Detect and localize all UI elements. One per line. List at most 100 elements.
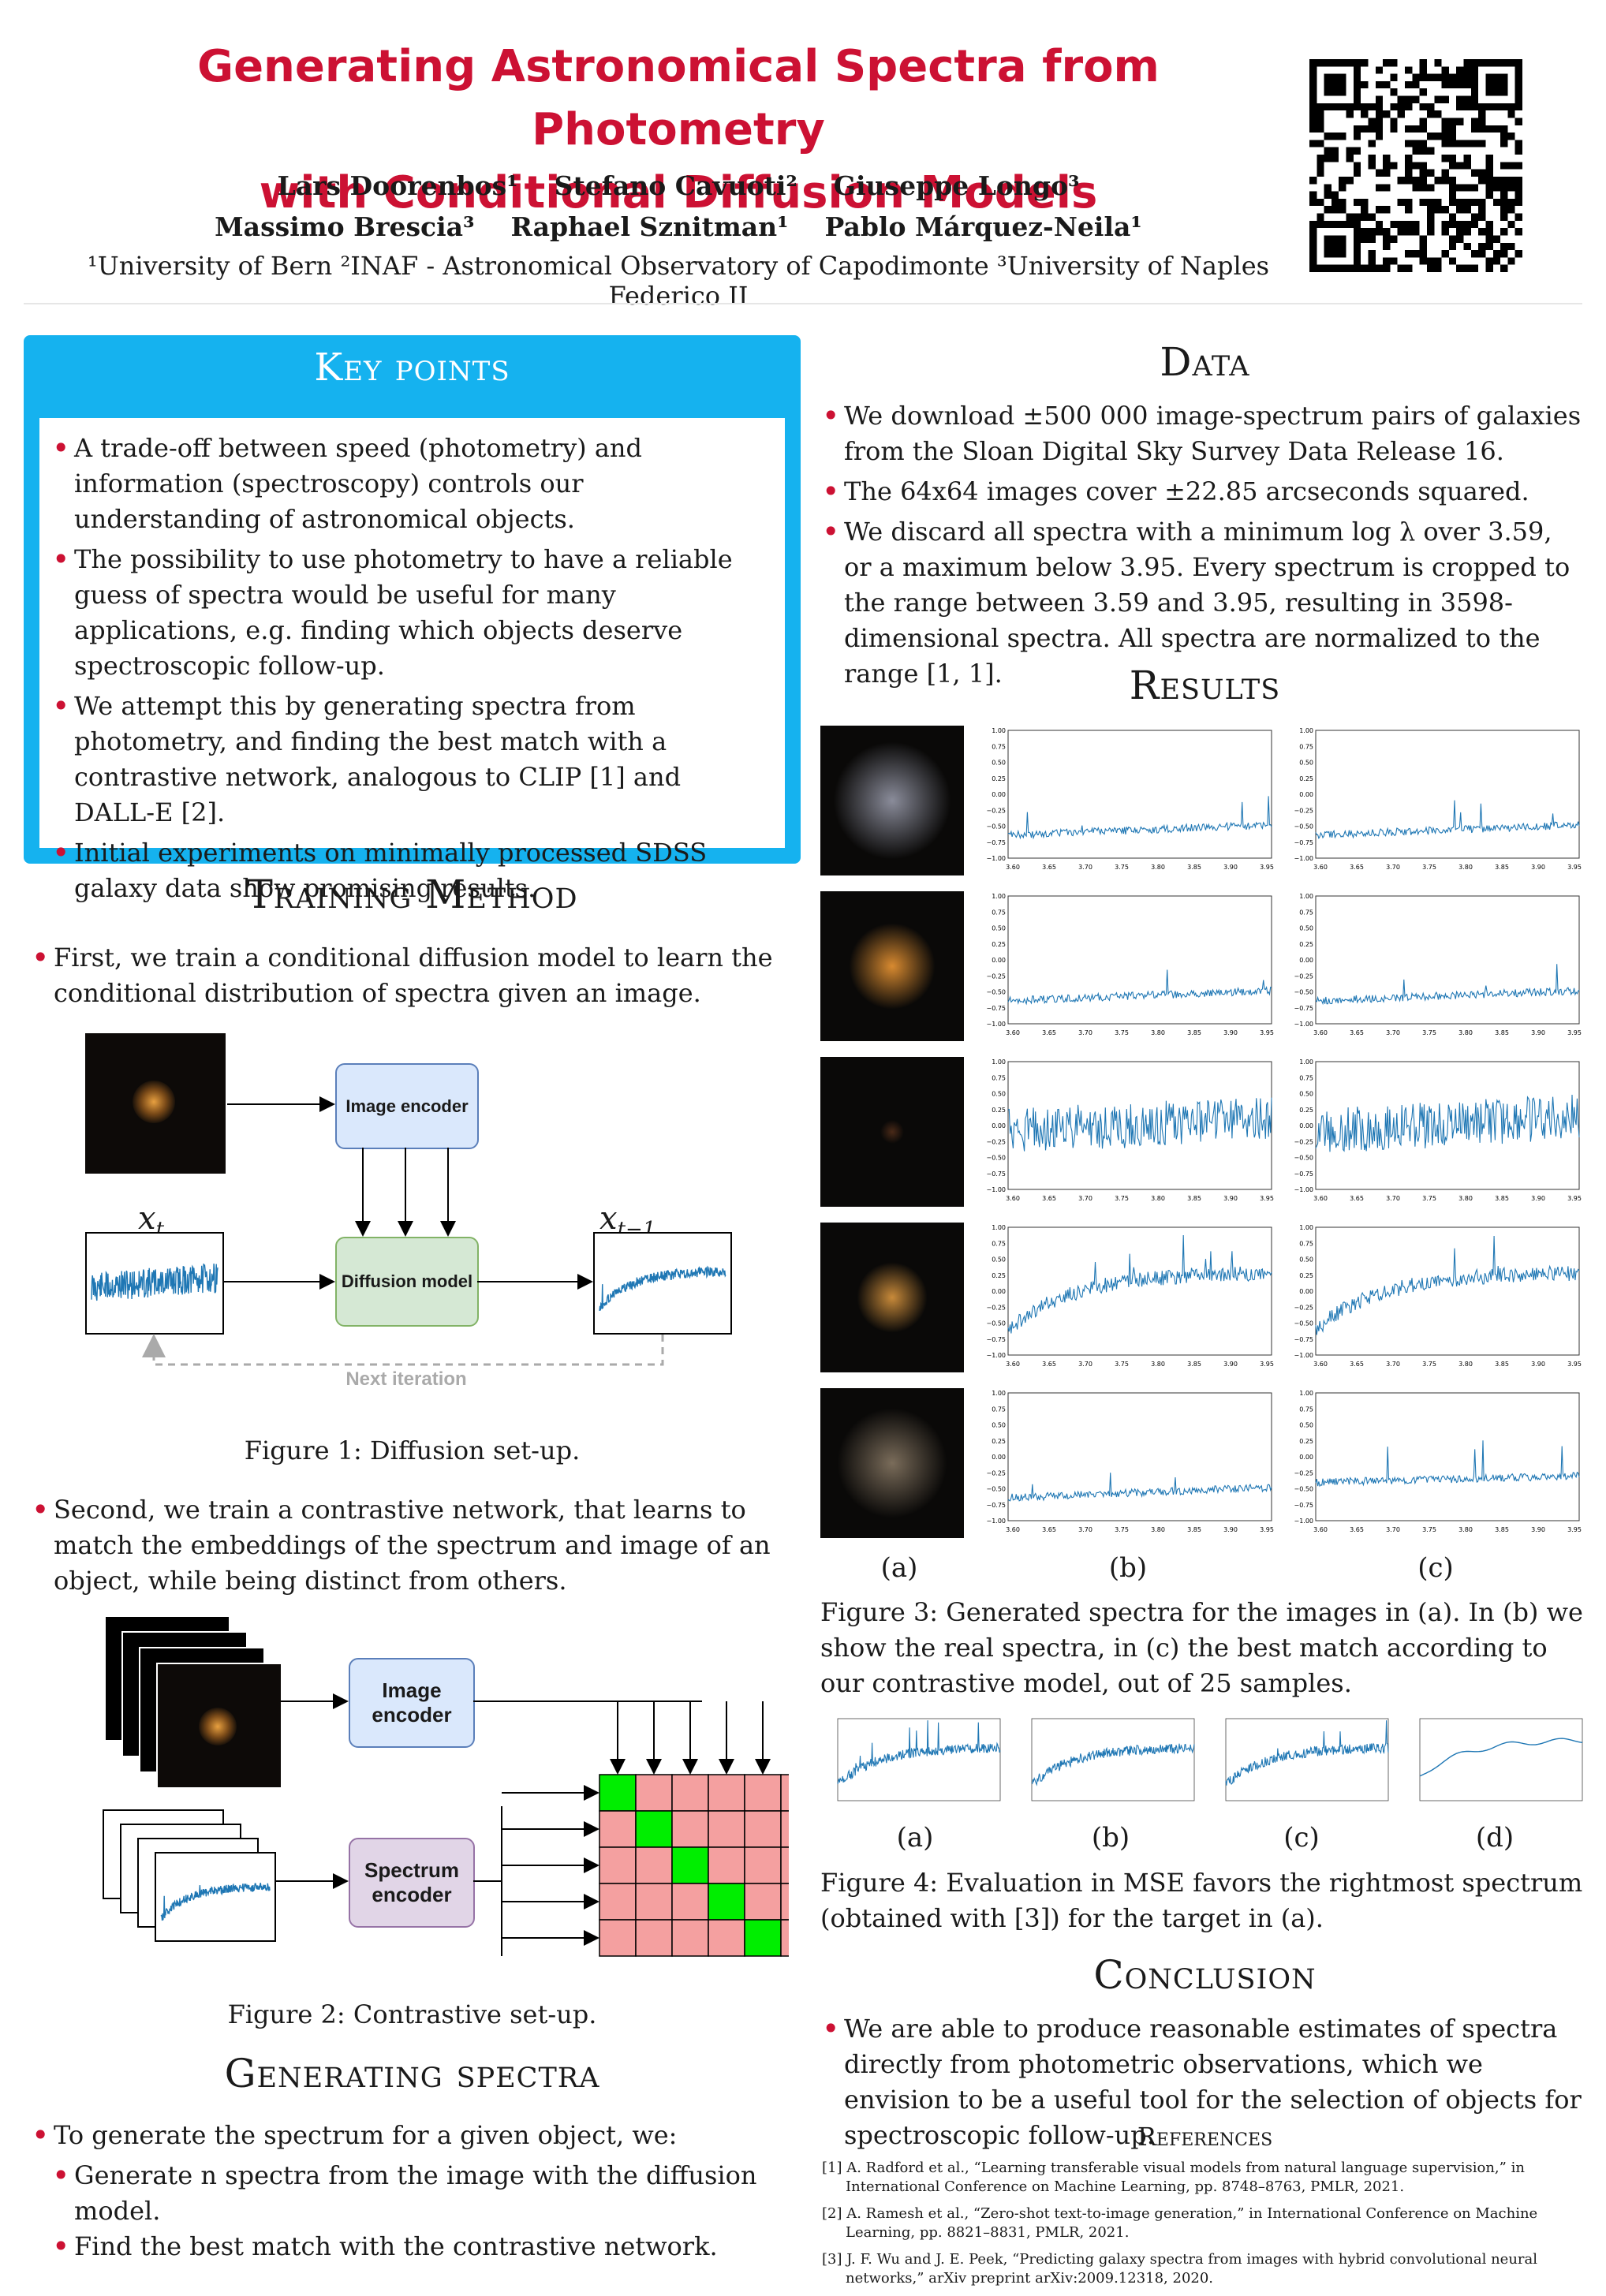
svg-text:3.90: 3.90 (1531, 1361, 1545, 1368)
svg-text:3.85: 3.85 (1187, 864, 1201, 871)
svg-text:3.95: 3.95 (1567, 1195, 1582, 1202)
title-line-1: Generating Astronomical Spectra from Pho… (197, 41, 1160, 155)
svg-text:1.00: 1.00 (1299, 1058, 1313, 1066)
conclusion-item: We are able to produce reasonable estima… (822, 2011, 1585, 2153)
svg-text:3.75: 3.75 (1422, 1029, 1436, 1036)
reference-1[interactable]: [1] A. Radford et al., “Learning transfe… (822, 2160, 1525, 2195)
key-point-4: Initial experiments on minimally process… (52, 835, 768, 906)
qr-code-icon[interactable] (1309, 59, 1522, 272)
training-step-1: First, we train a conditional diffusion … (32, 940, 801, 1011)
image-encoder-box: Image encoder (335, 1063, 479, 1149)
svg-text:3.95: 3.95 (1567, 1029, 1582, 1036)
svg-text:3.70: 3.70 (1078, 1526, 1092, 1533)
reference-2[interactable]: [2] A. Ramesh et al., “Zero-shot text-to… (822, 2205, 1538, 2241)
svg-text:3.80: 3.80 (1458, 1195, 1473, 1202)
svg-text:3.90: 3.90 (1223, 1361, 1238, 1368)
svg-text:−0.50: −0.50 (1294, 1155, 1313, 1162)
svg-text:3.75: 3.75 (1115, 1029, 1129, 1036)
svg-text:−0.75: −0.75 (986, 1170, 1006, 1178)
xt-label: xt (138, 1200, 165, 1241)
fig3-best-match-spectrum-5: 1.00 0.75 0.50 0.25 0.00 −0.25 −0.50 −0.75 −1.00… (1294, 1390, 1581, 1533)
nonmatch-cell (780, 1774, 789, 1812)
svg-text:3.60: 3.60 (1313, 1029, 1328, 1036)
nonmatch-cell (635, 1919, 673, 1957)
fig3-best-match-spectrum-4: 1.00 0.75 0.50 0.25 0.00 −0.25 −0.50 −0.75 −1.00… (1294, 1224, 1581, 1368)
results-title: Results (1129, 663, 1281, 708)
fig3-galaxy-image-3 (820, 1057, 964, 1207)
svg-text:3.80: 3.80 (1151, 864, 1165, 871)
svg-text:−1.00: −1.00 (1294, 1021, 1313, 1028)
svg-text:3.60: 3.60 (1313, 1361, 1328, 1368)
spectrum-xt-minus-1 (593, 1232, 732, 1335)
svg-text:−0.50: −0.50 (1294, 1486, 1313, 1493)
fig4-spectrum-c (1225, 1718, 1389, 1801)
svg-text:3.95: 3.95 (1260, 1361, 1274, 1368)
svg-text:0.00: 0.00 (992, 957, 1006, 964)
fig3-real-spectrum-4: 1.00 0.75 0.50 0.25 0.00 −0.25 −0.50 −0.75 −1.00… (986, 1224, 1274, 1368)
nonmatch-cell (635, 1846, 673, 1884)
svg-text:1.00: 1.00 (992, 1390, 1006, 1397)
svg-text:−1.00: −1.00 (1294, 1352, 1313, 1359)
reference-3[interactable]: [3] J. F. Wu and J. E. Peek, “Predicting… (822, 2251, 1538, 2287)
figure-1-diffusion-setup: Image encoder Diffusion model xt xt−1 Ne… (79, 1025, 789, 1412)
figure-3-caption: Figure 3: Generated spectra for the imag… (820, 1597, 1583, 1698)
svg-text:0.00: 0.00 (992, 1288, 1006, 1295)
svg-text:3.70: 3.70 (1078, 864, 1092, 871)
svg-text:3.85: 3.85 (1187, 1195, 1201, 1202)
svg-text:1.00: 1.00 (992, 1058, 1006, 1066)
svg-text:−0.25: −0.25 (986, 973, 1006, 980)
svg-text:0.25: 0.25 (1299, 1438, 1313, 1445)
svg-text:3.75: 3.75 (1115, 864, 1129, 871)
svg-text:0.25: 0.25 (1299, 941, 1313, 948)
svg-text:0.00: 0.00 (1299, 957, 1313, 964)
fig3-label-a: (a) (880, 1552, 918, 1584)
svg-text:3.90: 3.90 (1223, 1029, 1238, 1036)
svg-text:3.95: 3.95 (1260, 864, 1274, 871)
svg-text:1.00: 1.00 (992, 1224, 1006, 1231)
svg-text:0.75: 0.75 (992, 743, 1006, 750)
svg-text:0.00: 0.00 (1299, 1288, 1313, 1295)
svg-text:0.75: 0.75 (1299, 909, 1313, 916)
svg-text:−0.75: −0.75 (986, 1005, 1006, 1012)
svg-text:−0.50: −0.50 (1294, 823, 1313, 831)
svg-text:−0.75: −0.75 (1294, 1005, 1313, 1012)
svg-text:0.50: 0.50 (992, 1091, 1006, 1098)
key-point-3: We attempt this by generating spectra fr… (52, 689, 768, 831)
svg-text:−1.00: −1.00 (986, 855, 1006, 862)
svg-text:3.60: 3.60 (1006, 1361, 1020, 1368)
svg-text:3.85: 3.85 (1187, 1029, 1201, 1036)
svg-text:−0.25: −0.25 (1294, 1469, 1313, 1477)
nonmatch-cell (671, 1919, 709, 1957)
spectrum-encoder-box: Spectrum encoder (349, 1838, 475, 1928)
key-points-title: Key points (314, 345, 510, 390)
svg-text:3.75: 3.75 (1422, 864, 1436, 871)
match-cell (671, 1846, 709, 1884)
svg-text:−0.75: −0.75 (1294, 1336, 1313, 1343)
data-title: Data (1160, 339, 1250, 385)
svg-text:3.90: 3.90 (1223, 864, 1238, 871)
nonmatch-cell (744, 1883, 782, 1921)
svg-text:0.25: 0.25 (992, 775, 1006, 782)
nonmatch-cell (635, 1774, 673, 1812)
figure-2-contrastive-setup: Image encoder Spectrum encoder (95, 1609, 789, 2003)
fig4-spectrum-a (837, 1718, 1001, 1801)
image-encoder-box-2: Image encoder (349, 1658, 475, 1748)
svg-text:0.75: 0.75 (992, 909, 1006, 916)
svg-text:3.95: 3.95 (1260, 1195, 1274, 1202)
svg-text:0.00: 0.00 (1299, 791, 1313, 798)
svg-text:1.00: 1.00 (1299, 727, 1313, 734)
diffusion-model-box: Diffusion model (335, 1237, 479, 1327)
svg-text:−1.00: −1.00 (1294, 855, 1313, 862)
svg-text:−1.00: −1.00 (986, 1518, 1006, 1525)
svg-text:3.70: 3.70 (1386, 1361, 1400, 1368)
svg-text:0.00: 0.00 (992, 1454, 1006, 1461)
svg-text:3.65: 3.65 (1042, 864, 1056, 871)
svg-text:0.50: 0.50 (992, 1422, 1006, 1429)
svg-text:−0.50: −0.50 (986, 823, 1006, 831)
svg-text:3.85: 3.85 (1495, 864, 1509, 871)
svg-text:3.70: 3.70 (1386, 864, 1400, 871)
nonmatch-cell (635, 1883, 673, 1921)
svg-text:3.90: 3.90 (1531, 1195, 1545, 1202)
noisy-spectrum-xt (85, 1232, 224, 1335)
svg-text:3.85: 3.85 (1495, 1029, 1509, 1036)
